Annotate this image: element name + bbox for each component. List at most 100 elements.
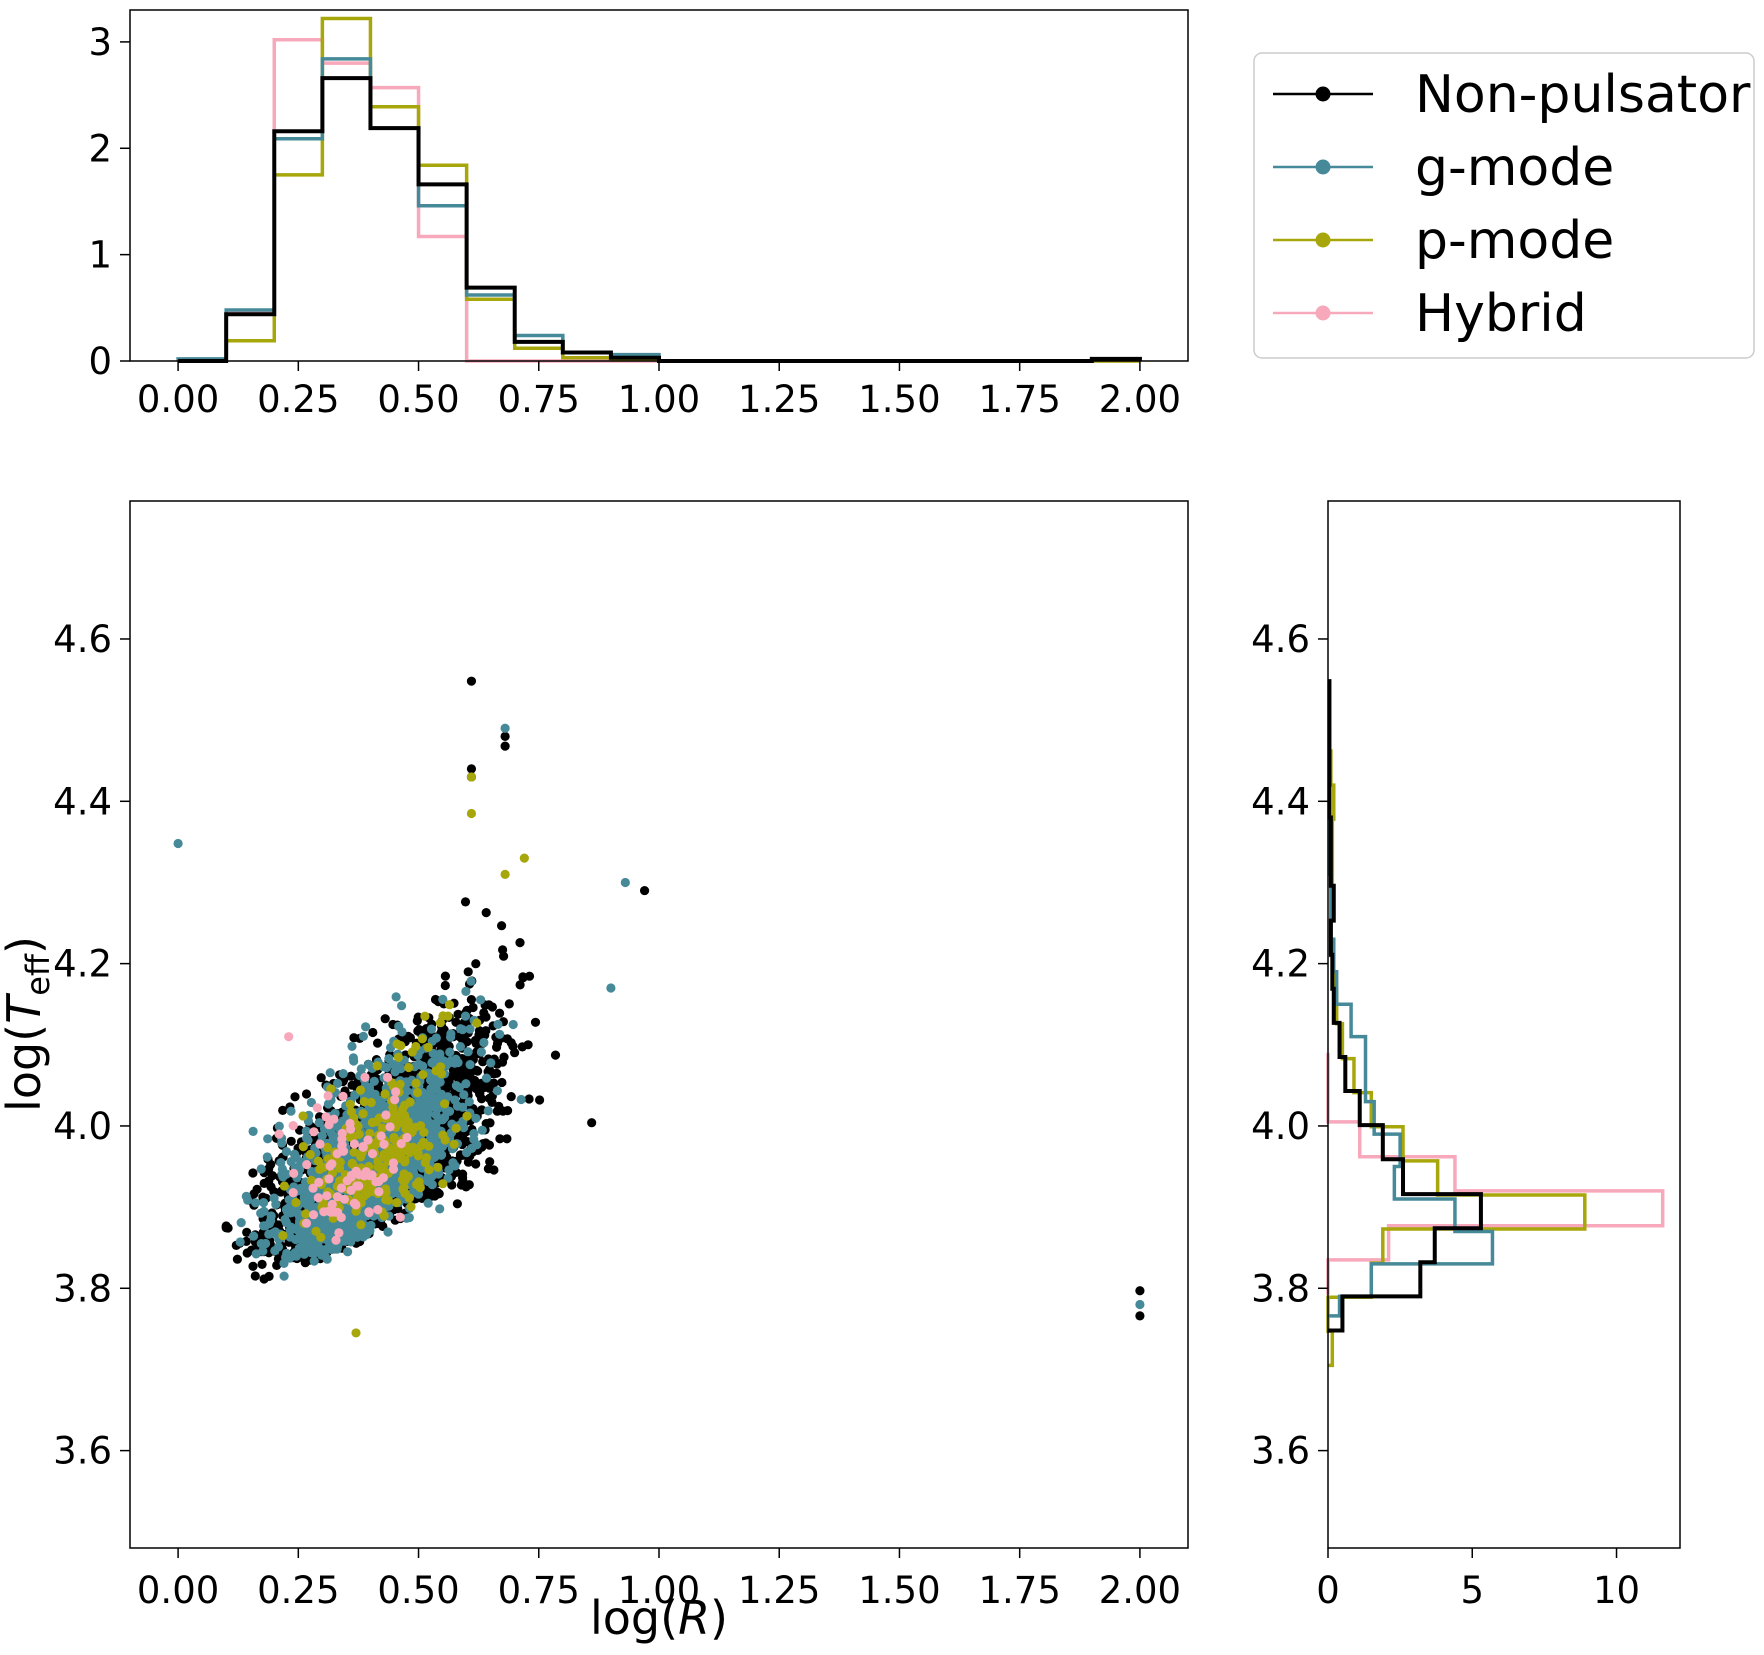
scatter-point [360,1072,370,1082]
scatter-point [278,1230,288,1241]
scatter-point [373,1205,383,1215]
scatter-point [426,1024,437,1034]
scatter-point [453,1009,463,1019]
scatter-point [1135,1286,1145,1296]
scatter-point [495,1029,505,1039]
scatter-point [298,1142,308,1152]
scatter-point [286,1106,296,1116]
scatter-point [469,1129,479,1139]
scatter-x-tick-label: 1.75 [978,1569,1060,1612]
scatter-point [481,908,491,918]
scatter-point [280,1214,290,1225]
scatter-point [481,1012,491,1022]
scatter-point [445,1106,455,1116]
scatter-y-tick-label: 3.6 [53,1430,112,1473]
scatter-point [359,1171,369,1181]
scatter-point [477,1125,487,1135]
top-x-tick-label: 0.25 [257,378,339,421]
scatter-point [286,1136,296,1146]
scatter-point [289,1149,300,1159]
scatter-point [423,1108,433,1118]
scatter-point [493,1019,503,1029]
scatter-point [248,1126,258,1136]
scatter-point [248,1261,258,1271]
scatter-point [266,1159,276,1169]
top-x-tick-label: 1.50 [858,378,940,421]
scatter-point [606,983,616,993]
top-x-tick-label: 1.75 [978,378,1060,421]
scatter-point [249,1231,259,1241]
scatter-point [338,1069,348,1079]
scatter-point [497,1077,507,1088]
scatter-point [272,1260,282,1270]
right-histogram-steps [1326,679,1665,1368]
scatter-point [437,1025,447,1035]
scatter-point [306,1247,316,1258]
legend-entry: g-mode [1273,138,1614,198]
scatter-x-tick-label: 0.75 [498,1569,580,1612]
scatter-point [369,1076,379,1086]
scatter-point [279,1271,289,1281]
scatter-point [466,995,476,1005]
scatter-points [173,676,1145,1338]
scatter-point [478,1057,488,1067]
scatter-point [381,1063,392,1073]
scatter-point [393,1052,403,1062]
scatter-point [277,1169,287,1179]
scatter-point [331,1235,341,1245]
scatter-point [314,1247,324,1257]
top-histogram-panel: 0.00 0.25 0.50 0.75 1.00 1.25 1.50 1.75 2.00 0 1 2 3 [88,9,1189,421]
scatter-point [338,1091,348,1101]
scatter-point [445,1047,455,1057]
scatter-point [402,1132,412,1143]
scatter-point [241,1191,251,1201]
scatter-point [452,1199,462,1209]
scatter-point [259,1178,269,1188]
scatter-point [430,1191,440,1201]
scatter-point [376,1131,386,1141]
scatter-point [364,1207,374,1217]
scatter-point [497,921,507,931]
scatter-point [392,1198,402,1208]
scatter-point [313,1193,323,1203]
scatter-point [481,1073,492,1083]
scatter-point [250,1271,260,1281]
scatter-point [288,1188,298,1198]
scatter-point [256,1208,266,1218]
y-axis-label: log(Teff) [0,936,57,1112]
scatter-point [333,1078,343,1088]
scatter-point [380,1089,390,1099]
scatter-point [471,1159,481,1169]
scatter-point [421,1153,431,1163]
scatter-point [519,853,529,863]
scatter-y-tick-label: 4.0 [53,1105,112,1148]
scatter-point [374,1187,384,1197]
scatter-point [402,1078,413,1088]
scatter-point [349,1139,359,1149]
scatter-point [466,976,476,986]
scatter-x-tick-label: 0.50 [377,1569,459,1612]
scatter-point [321,1112,331,1122]
scatter-point [372,1061,382,1071]
legend-entry: Non-pulsator [1273,65,1751,125]
scatter-point [431,1118,441,1128]
scatter-point [324,1174,334,1184]
top-y-tick-label: 3 [88,21,112,64]
right-y-tick-label: 4.0 [1251,1105,1310,1148]
scatter-point [391,1087,401,1097]
scatter-point [524,1094,534,1104]
scatter-point [336,1212,346,1223]
scatter-point [346,1172,356,1182]
scatter-point [506,1092,516,1102]
scatter-point [461,1182,471,1192]
scatter-y-tick-label: 4.6 [53,618,112,661]
scatter-point [397,1175,408,1185]
scatter-point [346,1213,356,1223]
right-axes-frame [1327,500,1681,1549]
scatter-point [291,1197,301,1208]
scatter-point [418,1137,429,1147]
scatter-point [461,986,471,997]
scatter-point [437,1150,447,1160]
top-axis-ticks: 0.00 0.25 0.50 0.75 1.00 1.25 1.50 1.75 2.00 0 1 2 3 [88,21,1181,421]
scatter-point [502,1134,512,1144]
